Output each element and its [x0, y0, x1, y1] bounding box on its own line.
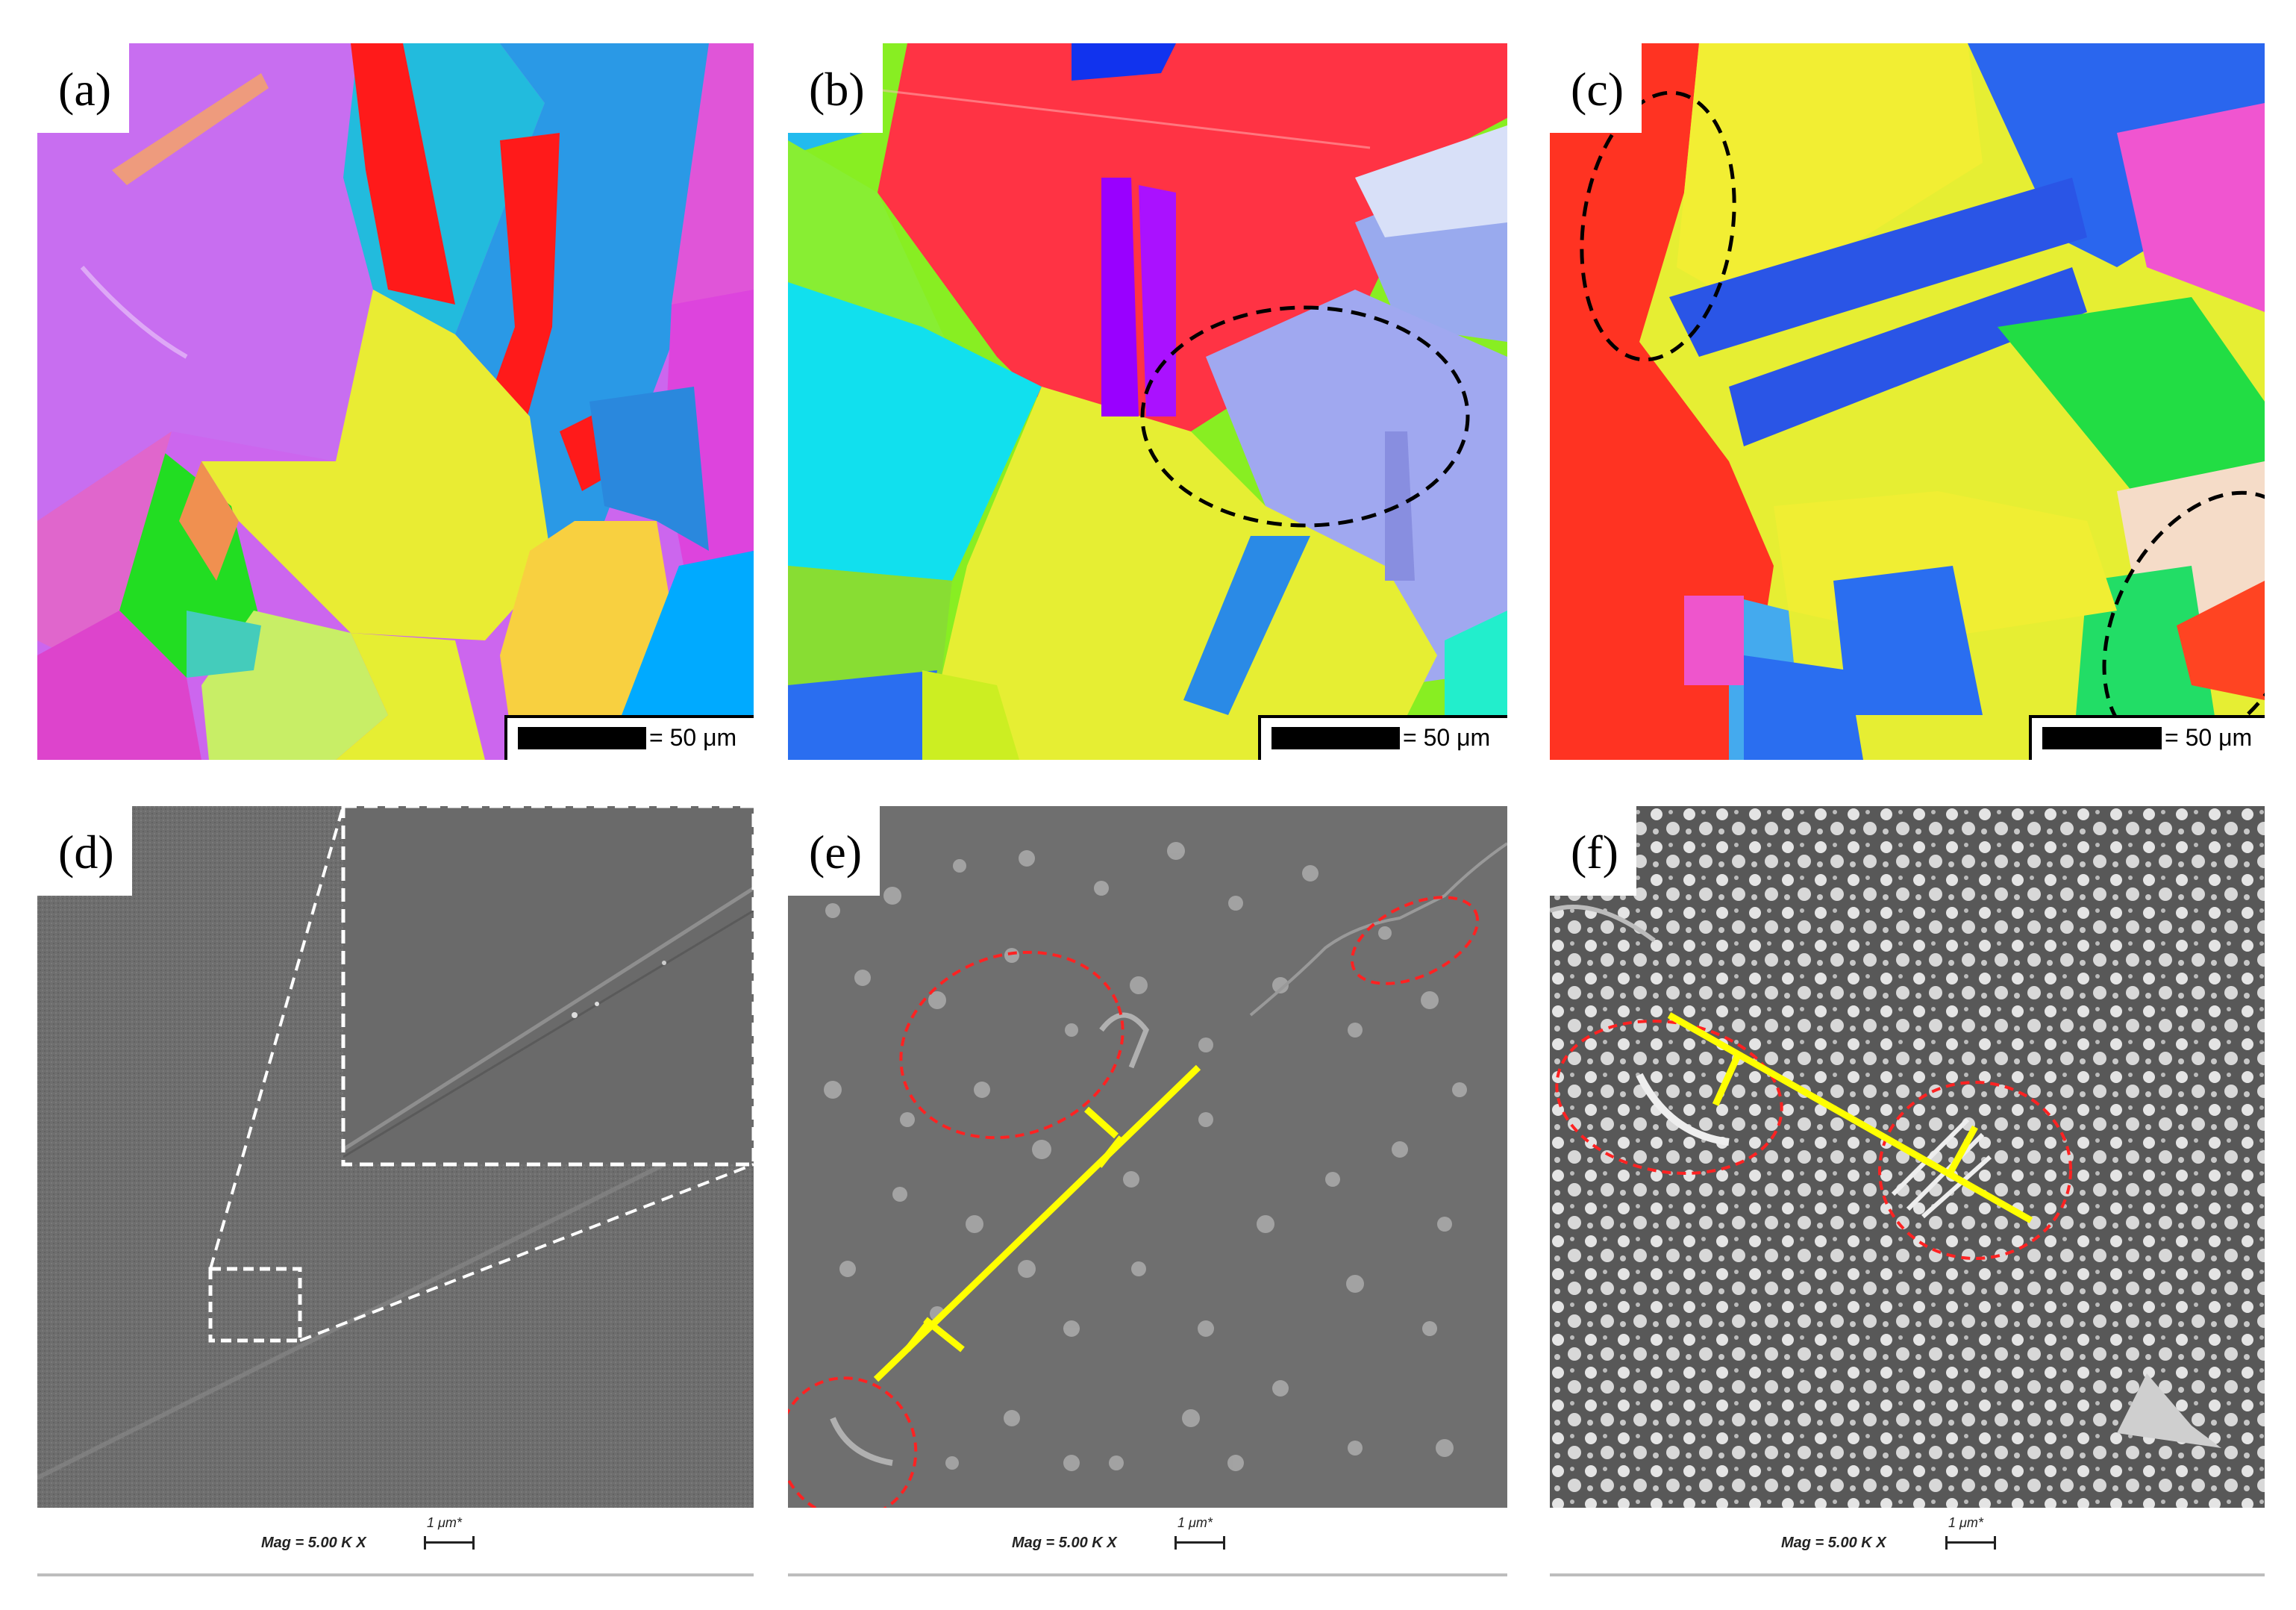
panel-e-sem-image: (e) [788, 806, 1507, 1508]
scale-bar-mark-c [2042, 727, 2162, 749]
panel-label-c: (c) [1550, 43, 1642, 133]
mag-label-d: Mag = 5.00 K X [261, 1535, 366, 1551]
scale-bar-mark-a [518, 727, 646, 749]
scale-bar-mark-b [1271, 727, 1400, 749]
precipitates-e [824, 842, 1467, 1471]
panel-f-sem-image: (f) [1550, 806, 2265, 1508]
scale-bar-a: = 50 μm [504, 715, 754, 760]
panel-a-ebsd-map: (a) = 50 μm [37, 43, 754, 760]
scale-bar-mark-f [1945, 1536, 1996, 1550]
panel-c-ebsd-map: (c) = 50 μm [1550, 43, 2265, 760]
panel-b-ebsd-map: (b) = 50 μm [788, 43, 1507, 760]
scale-bar-label-a: = 50 μm [649, 724, 737, 751]
sem-micrograph-e [788, 806, 1507, 1508]
sem-micrograph-f [1550, 806, 2265, 1508]
panel-label-a: (a) [37, 43, 130, 133]
panel-label-d: (d) [37, 806, 132, 896]
panel-label-f: (f) [1550, 806, 1636, 896]
mag-label-e: Mag = 5.00 K X [1012, 1535, 1117, 1551]
scale-bar-label-e: 1 μm* [1177, 1515, 1213, 1530]
ebsd-orientation-map-a [37, 43, 754, 760]
panel-d-sem-image: (d) [37, 806, 754, 1508]
sem-footer-f: Mag = 5.00 K X 1 μm* [1550, 1508, 2265, 1576]
mag-label-f: Mag = 5.00 K X [1781, 1535, 1886, 1551]
ebsd-orientation-map-c [1550, 43, 2265, 760]
ebsd-orientation-map-b [788, 43, 1507, 760]
sem-footer-d: Mag = 5.00 K X 1 μm* [37, 1508, 754, 1576]
scale-bar-mark-d [424, 1536, 475, 1550]
scale-bar-label-d: 1 μm* [427, 1515, 462, 1530]
scale-bar-label-f: 1 μm* [1948, 1515, 1983, 1530]
scale-bar-c: = 50 μm [2029, 715, 2265, 760]
panel-label-e: (e) [788, 806, 880, 896]
sem-footer-e: Mag = 5.00 K X 1 μm* [788, 1508, 1507, 1576]
scale-bar-b: = 50 μm [1258, 715, 1507, 760]
sem-micrograph-d [37, 806, 754, 1508]
scale-bar-label-c: = 50 μm [2165, 724, 2253, 751]
panel-label-b: (b) [788, 43, 883, 133]
scale-bar-label-b: = 50 μm [1403, 724, 1491, 751]
scale-bar-mark-e [1174, 1536, 1225, 1550]
